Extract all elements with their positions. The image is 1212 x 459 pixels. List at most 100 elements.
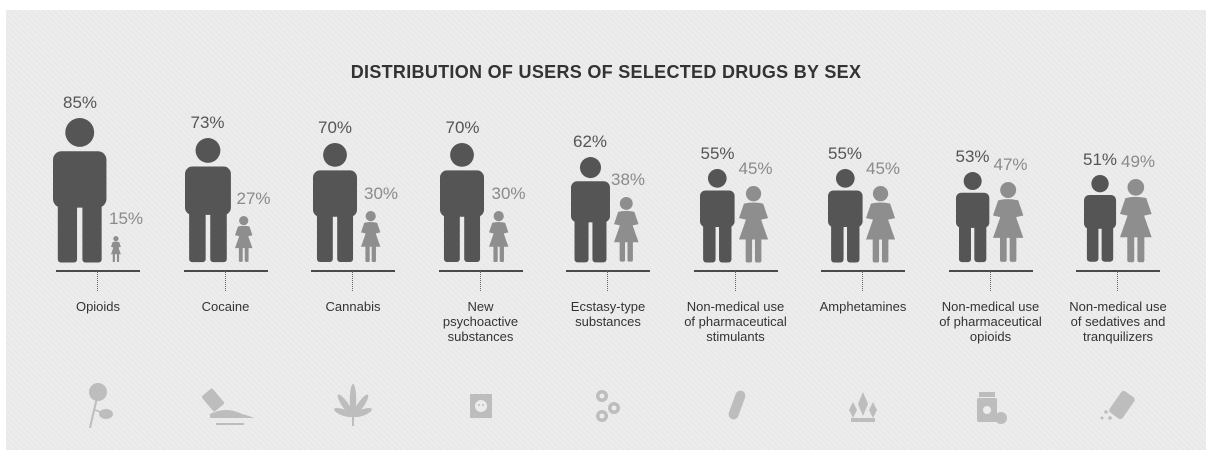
category-label: Cocaine	[201, 299, 250, 314]
female-figure-head	[619, 197, 633, 211]
category-tick	[97, 271, 98, 291]
category-tick	[862, 271, 863, 291]
male-figure-head	[708, 168, 727, 188]
baseline	[438, 270, 523, 272]
category-column: 55% 45% Amphetamines	[819, 0, 945, 459]
female-figure-head	[238, 216, 249, 226]
female-figure-dress	[993, 199, 1024, 239]
male-figure-head	[450, 143, 475, 167]
category-label: New psychoactive substances	[442, 299, 519, 344]
male-figure-torso	[312, 170, 358, 217]
male-figure-right-leg	[82, 196, 102, 262]
male-figure	[312, 143, 358, 262]
male-figure-left-leg	[316, 208, 333, 262]
male-figure-torso	[827, 190, 863, 227]
category-label: Amphetamines	[819, 299, 907, 314]
female-figure-right-leg	[116, 253, 120, 262]
category-column: 85% 15% Opioids	[53, 0, 180, 459]
female-percentage-label: 30%	[491, 184, 526, 203]
female-figure-dress	[866, 201, 896, 240]
category-column: 55% 45% Non-medical use of pharmaceutical st…	[684, 0, 818, 459]
female-figure-left-leg	[745, 235, 753, 262]
male-figure-left-leg	[830, 219, 844, 262]
female-figure-left-leg	[619, 240, 625, 262]
male-figure-right-leg	[846, 219, 860, 262]
male-figure	[827, 168, 863, 262]
male-figure-left-leg	[444, 208, 461, 262]
female-figure	[1120, 178, 1152, 262]
female-figure	[993, 182, 1024, 262]
female-figure-right-leg	[1010, 234, 1017, 262]
male-figure	[700, 168, 735, 262]
female-figure-head	[113, 236, 119, 242]
male-figure-head	[835, 168, 855, 188]
cocaine-card-icon	[201, 388, 254, 425]
male-figure-torso	[700, 190, 735, 227]
female-figure-dress	[1120, 196, 1152, 237]
female-figure	[613, 197, 639, 262]
male-figure-head	[65, 117, 95, 147]
category-column: 51% 49% Non-medical use of sedatives and tra…	[1069, 0, 1200, 459]
male-figure-torso	[955, 192, 990, 228]
male-figure	[570, 156, 610, 262]
category-label: Non-medical use of sedatives and tranquili…	[1069, 299, 1167, 344]
baseline	[183, 270, 268, 272]
male-percentage-label: 70%	[317, 118, 353, 137]
category-tick	[224, 271, 226, 291]
male-figure-right-leg	[974, 221, 987, 262]
male-figure-torso	[570, 180, 610, 222]
category-label: Opioids	[75, 299, 121, 314]
category-column: 53% 47% Non-medical use of pharmaceutical op…	[939, 0, 1073, 459]
category-label: Non-medical use of pharmaceutical opioids	[939, 299, 1042, 344]
male-figure-left-leg	[958, 221, 971, 262]
female-figure	[111, 236, 121, 262]
blotter-tab-icon	[469, 394, 492, 418]
category-label: Ecstasy-type substances	[570, 299, 646, 329]
female-percentage-label: 47%	[993, 155, 1028, 175]
male-figure-left-leg	[574, 214, 589, 262]
male-figure-right-leg	[337, 208, 354, 262]
male-figure-right-leg	[1101, 222, 1114, 262]
pill-bottle-icon	[976, 392, 1007, 424]
female-figure-dress	[234, 225, 253, 249]
female-figure-right-leg	[754, 235, 762, 262]
female-figure	[361, 211, 381, 262]
chart-title: DISTRIBUTION OF USERS OF SELECTED DRUGS …	[350, 62, 862, 82]
male-percentage-label: 51%	[1082, 150, 1118, 170]
female-figure-right-leg	[371, 244, 377, 262]
female-figure	[488, 211, 509, 262]
male-figure-head	[579, 156, 601, 178]
baseline	[566, 270, 650, 272]
male-figure	[184, 137, 231, 262]
male-figure	[53, 117, 107, 262]
female-percentage-label: 38%	[610, 170, 646, 190]
female-figure-left-leg	[112, 253, 115, 262]
male-percentage-label: 55%	[827, 143, 863, 163]
category-column: 73% 27% Cocaine	[182, 0, 308, 459]
female-figure-right-leg	[882, 235, 889, 262]
male-figure-right-leg	[464, 208, 481, 262]
category-tick	[989, 271, 991, 291]
female-percentage-label: 30%	[363, 184, 399, 203]
female-percentage-label: 49%	[1120, 151, 1156, 171]
category-label: Cannabis	[325, 299, 381, 314]
female-figure-head	[1000, 182, 1017, 199]
male-figure-head	[963, 171, 982, 190]
female-figure-left-leg	[1127, 233, 1135, 262]
female-percentage-label: 45%	[865, 158, 901, 178]
category-tick	[479, 271, 481, 291]
male-figure-left-leg	[58, 196, 78, 262]
category-tick	[607, 271, 608, 291]
male-figure-torso	[184, 166, 231, 215]
male-percentage-label: 53%	[955, 146, 990, 166]
male-figure-left-leg	[188, 206, 206, 262]
male-figure-left-leg	[1086, 222, 1099, 262]
category-label: Non-medical use of pharmaceutical stimulan…	[684, 299, 787, 344]
female-figure-dress	[613, 211, 639, 243]
female-figure-head	[745, 185, 762, 201]
female-figure-head	[493, 211, 504, 222]
male-figure	[955, 171, 990, 262]
female-figure-left-leg	[1000, 234, 1007, 262]
male-percentage-label: 70%	[445, 118, 480, 137]
female-figure	[234, 216, 253, 262]
